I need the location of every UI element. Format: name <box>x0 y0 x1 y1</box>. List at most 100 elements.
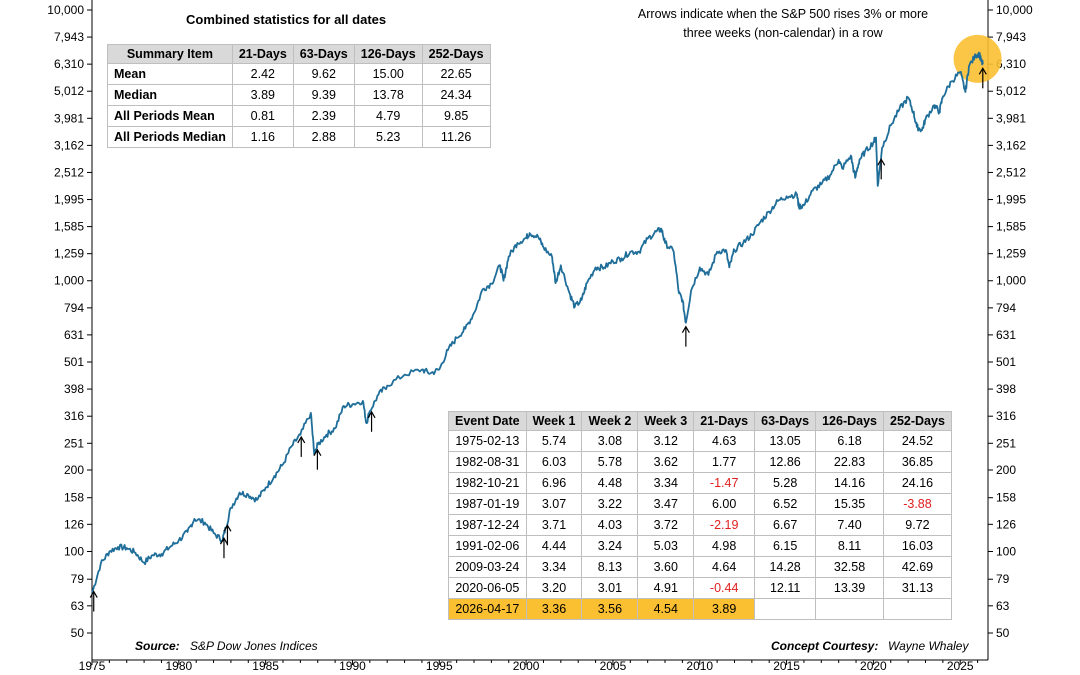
x-tick-label: 1980 <box>165 659 192 673</box>
event-arrow <box>89 590 98 612</box>
y-tick-label-left: 398 <box>64 382 84 396</box>
events-cell: 3.08 <box>581 430 639 452</box>
y-tick-label-right: 316 <box>996 409 1016 423</box>
event-arrow <box>219 537 228 559</box>
y-tick-label-left: 251 <box>64 436 84 450</box>
y-tick-label-right: 5,012 <box>996 84 1026 98</box>
events-cell: 6.96 <box>525 472 583 494</box>
y-tick-label-right: 6,310 <box>996 57 1026 71</box>
y-axis-left: 50 63 79 100 126 158 200 251 316 398 501 631 794 1,00… <box>47 3 92 640</box>
events-cell: 6.52 <box>754 493 817 515</box>
event-arrow <box>223 524 232 546</box>
events-cell: 6.03 <box>525 451 583 473</box>
series-group <box>91 51 984 594</box>
top-note-line2: three weeks (non-calendar) in a row <box>683 26 883 40</box>
y-tick-label-left: 100 <box>64 544 84 558</box>
events-cell: 4.44 <box>525 535 583 557</box>
events-cell: 6.18 <box>815 430 884 452</box>
summary-row-label: Median <box>107 84 233 106</box>
y-tick-label-left: 10,000 <box>47 3 84 17</box>
y-tick-label-left: 316 <box>64 409 84 423</box>
summary-cell: 15.00 <box>353 63 423 85</box>
events-cell: -1.47 <box>693 472 756 494</box>
events-cell: 3.71 <box>525 514 583 536</box>
events-cell: 15.35 <box>815 493 884 515</box>
events-cell: 16.03 <box>883 535 952 557</box>
y-tick-label-right: 1,000 <box>996 274 1026 288</box>
event-arrow <box>681 325 690 347</box>
events-cell: 6.67 <box>754 514 817 536</box>
y-tick-label-left: 794 <box>64 301 84 315</box>
events-date-cell: 1982-08-31 <box>448 451 527 473</box>
events-cell: 5.03 <box>637 535 695 557</box>
events-cell: 14.16 <box>815 472 884 494</box>
x-tick-label: 1990 <box>339 659 366 673</box>
events-cell: 4.48 <box>581 472 639 494</box>
x-tick-label: 2000 <box>513 659 540 673</box>
y-tick-label-left: 7,943 <box>54 30 84 44</box>
summary-row-label: Mean <box>107 63 233 85</box>
events-date-cell: 2026-04-17 <box>448 598 527 620</box>
events-cell: 4.98 <box>693 535 756 557</box>
events-row: 1987-01-19 3.07 3.22 3.47 6.00 6.52 15.35 -3.88 <box>448 493 952 515</box>
y-tick-label-left: 126 <box>64 517 84 531</box>
y-tick-label-right: 158 <box>996 491 1016 505</box>
summary-cell: 2.88 <box>292 126 355 148</box>
y-tick-label-right: 50 <box>996 626 1010 640</box>
events-row: 1982-08-31 6.03 5.78 3.62 1.77 12.86 22.83 36.8… <box>448 451 952 473</box>
events-cell <box>883 598 952 620</box>
source-label: Source: <box>135 639 180 653</box>
events-cell: 3.20 <box>525 577 583 599</box>
x-tick-label: 2025 <box>947 659 974 673</box>
events-cell: 3.07 <box>525 493 583 515</box>
y-tick-label-left: 200 <box>64 463 84 477</box>
events-cell: 4.54 <box>637 598 695 620</box>
x-tick-label: 2020 <box>860 659 887 673</box>
y-tick-label-right: 126 <box>996 517 1016 531</box>
y-tick-label-left: 50 <box>71 626 85 640</box>
events-date-cell: 1991-02-06 <box>448 535 527 557</box>
events-cell: 22.83 <box>815 451 884 473</box>
events-date-cell: 1987-01-19 <box>448 493 527 515</box>
summary-cell: 3.89 <box>231 84 294 106</box>
event-arrow-head <box>223 524 232 532</box>
events-date-cell: 1987-12-24 <box>448 514 527 536</box>
events-cell: 31.13 <box>883 577 952 599</box>
highlight-circle <box>953 34 1002 83</box>
events-cell: 1.77 <box>693 451 756 473</box>
summary-cell: 5.23 <box>353 126 423 148</box>
x-tick-label: 2015 <box>773 659 800 673</box>
events-cell: 3.36 <box>525 598 583 620</box>
x-tick-label: 1995 <box>426 659 453 673</box>
y-tick-label-right: 794 <box>996 301 1016 315</box>
events-date-cell: 2020-06-05 <box>448 577 527 599</box>
events-table: Event Date Week 1 Week 2 Week 3 21-Days 63-Da… <box>448 411 952 620</box>
y-tick-label-left: 1,995 <box>54 193 84 207</box>
courtesy-label: Concept Courtesy: <box>771 639 878 653</box>
events-header-row: Event Date Week 1 Week 2 Week 3 21-Days 63-Da… <box>448 411 952 431</box>
events-cell: 36.85 <box>883 451 952 473</box>
event-arrow-head <box>367 410 376 419</box>
y-tick-label-right: 100 <box>996 544 1016 558</box>
events-date-cell: 1982-10-21 <box>448 472 527 494</box>
summary-cell: 24.34 <box>421 84 491 106</box>
summary-cell: 9.62 <box>292 63 355 85</box>
events-cell: 3.47 <box>637 493 695 515</box>
y-tick-label-right: 200 <box>996 463 1016 477</box>
y-tick-label-right: 3,981 <box>996 111 1026 125</box>
courtesy-value: Wayne Whaley <box>888 639 969 653</box>
arrows-group <box>89 67 987 612</box>
x-tick-label: 1985 <box>252 659 279 673</box>
event-arrow-head <box>219 537 228 545</box>
y-axis-right: 50 63 79 100 126 158 200 251 316 398 501 631 794 1,00… <box>988 3 1033 640</box>
events-cell: -2.19 <box>693 514 756 536</box>
events-row: 2020-06-05 3.20 3.01 4.91 -0.44 12.11 13.39 31.… <box>448 577 952 599</box>
y-tick-label-right: 1,995 <box>996 193 1026 207</box>
events-cell: 6.00 <box>693 493 756 515</box>
events-cell: 4.91 <box>637 577 695 599</box>
events-cell: 3.24 <box>581 535 639 557</box>
x-tick-label: 1975 <box>79 659 106 673</box>
events-cell: 3.34 <box>525 556 583 578</box>
events-cell: 4.63 <box>693 430 756 452</box>
